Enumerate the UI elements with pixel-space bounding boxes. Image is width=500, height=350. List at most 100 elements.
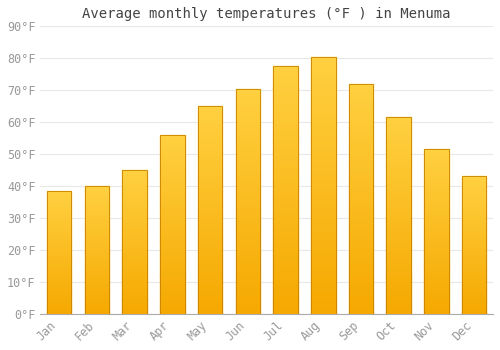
Bar bbox=[462, 285, 486, 286]
Bar bbox=[274, 153, 298, 155]
Bar bbox=[311, 208, 336, 211]
Bar bbox=[274, 74, 298, 76]
Bar bbox=[198, 247, 222, 250]
Bar bbox=[386, 286, 411, 288]
Bar bbox=[198, 250, 222, 252]
Bar bbox=[386, 285, 411, 286]
Bar bbox=[198, 119, 222, 121]
Bar bbox=[84, 238, 109, 240]
Bar bbox=[84, 186, 109, 314]
Bar bbox=[160, 310, 184, 312]
Bar bbox=[311, 183, 336, 185]
Bar bbox=[160, 176, 184, 178]
Bar bbox=[198, 254, 222, 256]
Bar bbox=[348, 263, 374, 266]
Bar bbox=[160, 197, 184, 199]
Bar bbox=[236, 206, 260, 208]
Bar bbox=[84, 256, 109, 258]
Bar bbox=[386, 206, 411, 208]
Bar bbox=[462, 300, 486, 301]
Bar bbox=[348, 309, 374, 312]
Bar bbox=[274, 140, 298, 143]
Bar bbox=[236, 300, 260, 303]
Bar bbox=[122, 215, 147, 216]
Bar bbox=[311, 129, 336, 131]
Bar bbox=[311, 90, 336, 93]
Bar bbox=[84, 285, 109, 286]
Bar bbox=[348, 192, 374, 194]
Bar bbox=[84, 244, 109, 245]
Bar bbox=[236, 170, 260, 172]
Bar bbox=[160, 285, 184, 287]
Bar bbox=[424, 298, 448, 299]
Bar bbox=[236, 228, 260, 231]
Bar bbox=[160, 139, 184, 140]
Bar bbox=[47, 247, 72, 249]
Bar bbox=[236, 149, 260, 152]
Bar bbox=[462, 260, 486, 262]
Bar bbox=[424, 164, 448, 166]
Bar bbox=[160, 192, 184, 194]
Bar bbox=[47, 278, 72, 279]
Bar bbox=[47, 289, 72, 290]
Bar bbox=[47, 255, 72, 256]
Bar bbox=[386, 147, 411, 149]
Bar bbox=[198, 214, 222, 216]
Bar bbox=[236, 127, 260, 129]
Bar bbox=[386, 167, 411, 168]
Bar bbox=[84, 197, 109, 199]
Bar bbox=[274, 237, 298, 240]
Bar bbox=[424, 149, 448, 314]
Bar bbox=[311, 257, 336, 260]
Bar bbox=[47, 191, 72, 192]
Bar bbox=[274, 106, 298, 108]
Bar bbox=[311, 278, 336, 280]
Bar bbox=[198, 220, 222, 223]
Bar bbox=[386, 210, 411, 212]
Bar bbox=[236, 188, 260, 190]
Bar bbox=[348, 121, 374, 123]
Bar bbox=[160, 232, 184, 233]
Bar bbox=[84, 186, 109, 187]
Bar bbox=[160, 155, 184, 156]
Bar bbox=[160, 221, 184, 223]
Bar bbox=[122, 176, 147, 177]
Bar bbox=[236, 307, 260, 309]
Bar bbox=[47, 226, 72, 228]
Bar bbox=[274, 195, 298, 197]
Bar bbox=[274, 217, 298, 220]
Bar bbox=[311, 296, 336, 299]
Bar bbox=[311, 118, 336, 121]
Bar bbox=[198, 125, 222, 127]
Bar bbox=[160, 216, 184, 217]
Bar bbox=[274, 225, 298, 227]
Bar bbox=[386, 164, 411, 167]
Bar bbox=[311, 67, 336, 70]
Bar bbox=[47, 298, 72, 299]
Bar bbox=[348, 180, 374, 183]
Bar bbox=[348, 84, 374, 314]
Bar bbox=[274, 307, 298, 309]
Bar bbox=[198, 212, 222, 214]
Bar bbox=[348, 206, 374, 208]
Bar bbox=[274, 309, 298, 312]
Bar bbox=[160, 226, 184, 228]
Bar bbox=[198, 262, 222, 264]
Bar bbox=[236, 224, 260, 226]
Bar bbox=[160, 135, 184, 314]
Bar bbox=[386, 162, 411, 164]
Bar bbox=[424, 223, 448, 225]
Bar bbox=[236, 215, 260, 217]
Bar bbox=[84, 307, 109, 309]
Bar bbox=[274, 183, 298, 185]
Bar bbox=[84, 299, 109, 300]
Bar bbox=[122, 251, 147, 252]
Bar bbox=[84, 254, 109, 255]
Bar bbox=[47, 234, 72, 235]
Bar bbox=[424, 187, 448, 189]
Bar bbox=[386, 292, 411, 294]
Bar bbox=[198, 218, 222, 220]
Bar bbox=[198, 295, 222, 297]
Bar bbox=[348, 95, 374, 98]
Bar bbox=[348, 298, 374, 300]
